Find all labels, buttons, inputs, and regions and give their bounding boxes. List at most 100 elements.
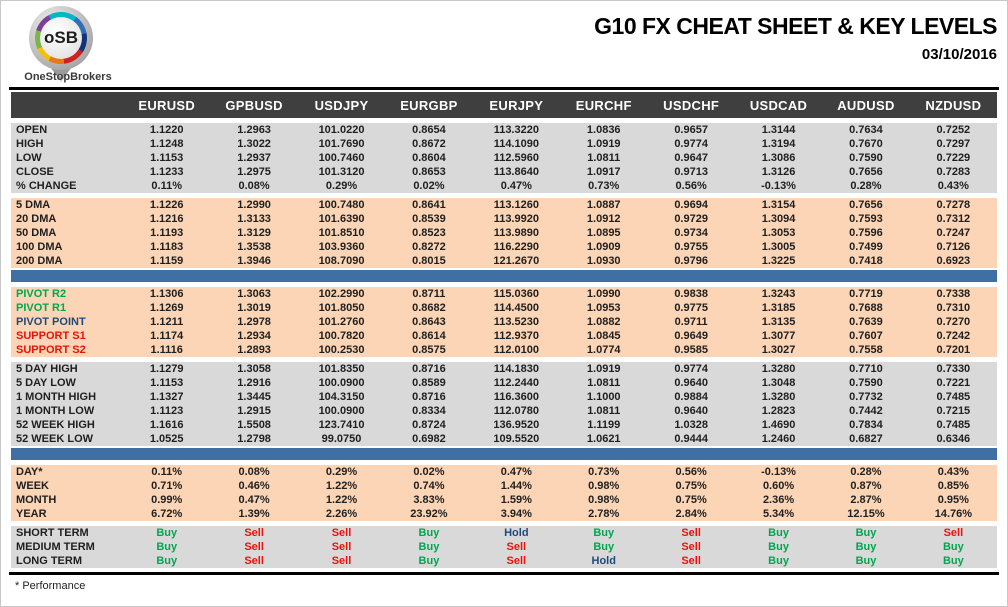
value-cell: 1.3133 — [237, 213, 271, 225]
top-divider-rule — [9, 87, 999, 90]
row-label: HIGH — [16, 138, 44, 150]
value-cell: 102.2990 — [318, 288, 365, 300]
page-title: G10 FX CHEAT SHEET & KEY LEVELS — [594, 13, 997, 39]
value-cell: 0.87% — [850, 480, 882, 492]
value-cell: 1.3280 — [761, 391, 796, 403]
value-cell: 0.8614 — [412, 330, 446, 342]
value-cell: 101.6390 — [318, 213, 365, 225]
signal-cell: Sell — [681, 541, 701, 553]
signal-cell: Hold — [504, 527, 529, 539]
value-cell: 0.9640 — [674, 377, 708, 389]
value-cell: 113.5230 — [493, 316, 539, 328]
value-cell: 0.56% — [675, 466, 707, 478]
value-cell: 100.0900 — [318, 405, 365, 417]
value-cell: 101.8350 — [318, 363, 365, 375]
value-cell: 1.1159 — [150, 255, 184, 267]
table-row: 50 DMA 1.1193 1.3129 101.8510 0.8523 113.9890… — [11, 226, 997, 240]
signal-cell: Buy — [593, 541, 615, 553]
value-cell: 1.3144 — [761, 124, 796, 136]
table-row: PIVOT POINT 1.1211 1.2978 101.2760 0.8643 113… — [11, 315, 997, 329]
value-cell: 101.0220 — [318, 124, 365, 136]
value-cell: 1.0917 — [586, 166, 621, 178]
value-cell: 0.7297 — [936, 138, 971, 150]
value-cell: 0.7607 — [849, 330, 883, 342]
value-cell: 5.34% — [762, 508, 795, 520]
value-cell: 0.47% — [238, 494, 270, 506]
column-header-usdcad: USDCAD — [749, 97, 808, 113]
value-cell: 108.7090 — [318, 255, 365, 267]
logo-pin-tip-shape — [51, 68, 71, 82]
row-label: 5 DMA — [16, 199, 51, 211]
row-label: WEEK — [16, 480, 49, 492]
value-cell: 0.6982 — [412, 433, 446, 445]
value-cell: 114.4500 — [493, 302, 539, 314]
table-row: MEDIUM TERM Buy Sell Sell Buy Sell Buy Sell Buy B… — [11, 540, 997, 554]
value-cell: 1.3194 — [761, 138, 796, 150]
value-cell: 103.9360 — [318, 241, 365, 253]
row-label: 50 DMA — [16, 227, 57, 239]
value-cell: 0.74% — [413, 480, 445, 492]
value-cell: 0.9694 — [674, 199, 708, 211]
signal-cell: Sell — [244, 555, 264, 567]
value-cell: 114.1090 — [493, 138, 539, 150]
value-cell: 1.1306 — [149, 288, 184, 300]
value-cell: 1.1233 — [149, 166, 184, 178]
signal-cell: Sell — [331, 555, 352, 567]
value-cell: 1.2990 — [237, 199, 271, 211]
value-cell: 0.43% — [937, 466, 969, 478]
value-cell: 0.7442 — [849, 405, 883, 417]
row-label: MONTH — [16, 494, 57, 506]
value-cell: 113.9890 — [493, 227, 539, 239]
value-cell: 99.0750 — [321, 433, 362, 445]
table-row: 200 DMA 1.1159 1.3946 108.7090 0.8015 121.267… — [11, 254, 997, 268]
value-cell: 1.0836 — [586, 124, 621, 136]
value-cell: 0.7252 — [936, 124, 971, 136]
value-cell: 1.0930 — [586, 255, 621, 267]
column-header-gpbusd: GPBUSD — [225, 97, 283, 113]
value-cell: 1.1183 — [150, 241, 184, 253]
value-cell: 23.92% — [410, 508, 448, 520]
value-cell: 0.7278 — [936, 199, 971, 211]
value-cell: 113.9920 — [493, 213, 539, 225]
value-cell: 123.7410 — [318, 419, 365, 431]
value-cell: 0.8604 — [412, 152, 446, 164]
value-cell: 0.7499 — [849, 241, 883, 253]
value-cell: 0.47% — [500, 180, 532, 192]
section-separator — [11, 448, 997, 460]
value-cell: 1.3129 — [237, 227, 271, 239]
value-cell: 1.4690 — [761, 419, 796, 431]
table-row: HIGH 1.1248 1.3022 101.7690 0.8672 114.1090 1.… — [11, 137, 997, 151]
value-cell: 0.73% — [588, 180, 620, 192]
value-cell: 0.9884 — [674, 391, 708, 403]
signal-cell: Buy — [942, 541, 964, 553]
value-cell: 116.2290 — [493, 241, 539, 253]
page-header: oSB OneStopBrokers G10 FX CHEAT SHEET & … — [1, 1, 1007, 85]
value-cell: 1.2823 — [761, 405, 796, 417]
value-cell: 0.75% — [675, 494, 707, 506]
signal-cell: Buy — [768, 555, 789, 567]
value-cell: 1.3022 — [237, 138, 271, 150]
signal-cell: Buy — [768, 541, 789, 553]
value-cell: 1.2460 — [761, 433, 796, 445]
column-header-eurgbp: EURGBP — [400, 97, 458, 113]
value-cell: 1.1123 — [150, 405, 184, 417]
value-cell: 0.56% — [675, 180, 707, 192]
logo-brand-text: OneStopBrokers — [24, 71, 112, 83]
value-cell: 1.2798 — [237, 433, 271, 445]
table-row: 1 MONTH HIGH 1.1327 1.3445 104.3150 0.8716 11… — [11, 390, 997, 404]
value-cell: 112.9370 — [493, 330, 539, 342]
value-cell: 1.3094 — [761, 213, 796, 225]
column-header-eurusd: EURUSD — [138, 97, 196, 113]
value-cell: 1.0328 — [674, 419, 708, 431]
value-cell: 100.0900 — [318, 377, 365, 389]
value-cell: 1.2937 — [237, 152, 271, 164]
signal-cell: Buy — [855, 541, 877, 553]
value-cell: 1.3058 — [237, 363, 271, 375]
value-cell: 0.43% — [937, 180, 969, 192]
value-cell: 0.8653 — [412, 166, 446, 178]
signal-cell: Hold — [591, 555, 616, 567]
value-cell: 1.1116 — [150, 344, 183, 356]
value-cell: 0.95% — [937, 494, 969, 506]
value-cell: 1.0621 — [586, 433, 621, 445]
